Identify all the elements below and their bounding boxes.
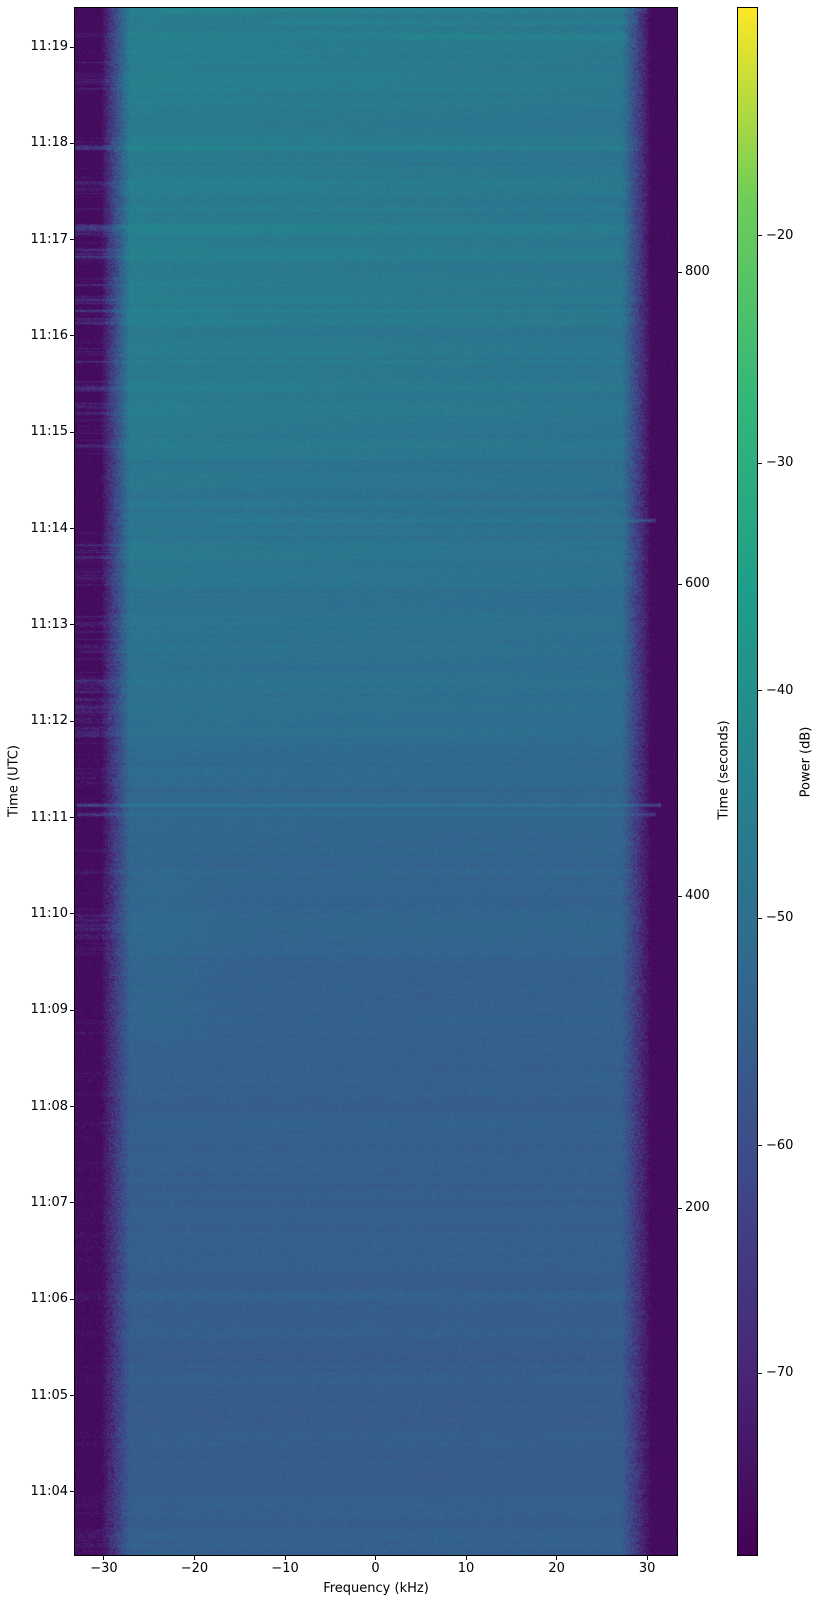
utc-tick-label: 11:15: [30, 424, 68, 440]
x-tick-mark: [284, 1556, 286, 1560]
y-axis-label-seconds: Time (seconds): [716, 720, 732, 820]
utc-tick-label: 11:10: [30, 905, 68, 921]
colorbar-tick-mark: [758, 1145, 762, 1146]
x-tick-label: 30: [638, 1561, 656, 1576]
utc-tick-mark: [70, 720, 74, 722]
utc-tick-mark: [70, 1202, 74, 1204]
seconds-tick-mark: [678, 895, 682, 897]
colorbar: [737, 7, 758, 1556]
utc-tick-mark: [70, 624, 74, 626]
x-tick-mark: [103, 1556, 105, 1560]
colorbar-tick-label: −40: [766, 682, 794, 698]
seconds-tick-label: 400: [685, 888, 710, 904]
utc-tick-mark: [70, 1298, 74, 1300]
x-tick-label: 10: [457, 1561, 475, 1576]
x-tick-label: −10: [271, 1561, 299, 1576]
utc-tick-label: 11:11: [30, 809, 68, 825]
utc-tick-mark: [70, 817, 74, 819]
x-tick-mark: [646, 1556, 648, 1560]
seconds-tick-label: 800: [685, 264, 710, 279]
colorbar-tick-mark: [758, 917, 762, 919]
utc-tick-label: 11:06: [30, 1291, 68, 1307]
utc-tick-label: 11:12: [30, 713, 68, 729]
utc-tick-label: 11:13: [30, 616, 68, 632]
utc-tick-label: 11:07: [30, 1194, 68, 1210]
utc-tick-mark: [70, 528, 74, 530]
colorbar-tick-mark: [758, 690, 762, 691]
x-tick-label: −20: [180, 1561, 209, 1576]
plot-area: [74, 7, 678, 1556]
utc-tick-label: 11:18: [30, 135, 68, 151]
x-tick-mark: [465, 1556, 467, 1560]
utc-tick-label: 11:14: [30, 520, 68, 536]
utc-tick-mark: [70, 913, 74, 915]
x-tick-label: 0: [371, 1561, 380, 1576]
utc-tick-mark: [70, 142, 74, 144]
utc-tick-mark: [70, 1106, 74, 1108]
seconds-tick-label: 200: [685, 1200, 710, 1216]
x-tick-mark: [193, 1556, 195, 1560]
utc-tick-mark: [70, 1395, 74, 1397]
x-tick-mark: [556, 1556, 558, 1560]
utc-tick-label: 11:04: [30, 1483, 68, 1499]
seconds-tick-label: 600: [685, 576, 710, 592]
colorbar-tick-mark: [758, 1372, 762, 1374]
colorbar-tick-mark: [758, 235, 762, 236]
utc-tick-mark: [70, 335, 74, 337]
x-axis-label: Frequency (kHz): [323, 1581, 429, 1596]
utc-tick-label: 11:16: [30, 327, 68, 343]
utc-tick-label: 11:17: [30, 231, 68, 247]
colorbar-tick-label: −20: [766, 227, 794, 243]
seconds-tick-mark: [678, 271, 682, 273]
colorbar-tick-label: −70: [766, 1365, 794, 1380]
colorbar-tick-mark: [758, 462, 762, 464]
utc-tick-mark: [70, 1009, 74, 1011]
x-tick-label: 20: [548, 1561, 565, 1576]
colorbar-tick-label: −30: [766, 455, 794, 470]
x-tick-mark: [375, 1556, 377, 1560]
y-axis-label-utc: Time (UTC): [6, 745, 22, 817]
spectrogram-heatmap: [75, 8, 677, 1555]
utc-tick-label: 11:08: [30, 1098, 68, 1114]
colorbar-tick-label: −60: [766, 1137, 794, 1153]
utc-tick-mark: [70, 1491, 74, 1493]
utc-tick-label: 11:19: [30, 39, 68, 54]
colorbar-tick-label: −50: [766, 910, 794, 925]
x-tick-label: −30: [90, 1561, 118, 1576]
utc-tick-label: 11:09: [30, 1002, 68, 1018]
colorbar-label: Power (dB): [798, 726, 814, 798]
utc-tick-mark: [70, 46, 74, 48]
utc-tick-mark: [70, 431, 74, 433]
utc-tick-mark: [70, 239, 74, 241]
seconds-tick-mark: [678, 583, 682, 585]
utc-tick-label: 11:05: [30, 1387, 68, 1403]
seconds-tick-mark: [678, 1207, 682, 1209]
